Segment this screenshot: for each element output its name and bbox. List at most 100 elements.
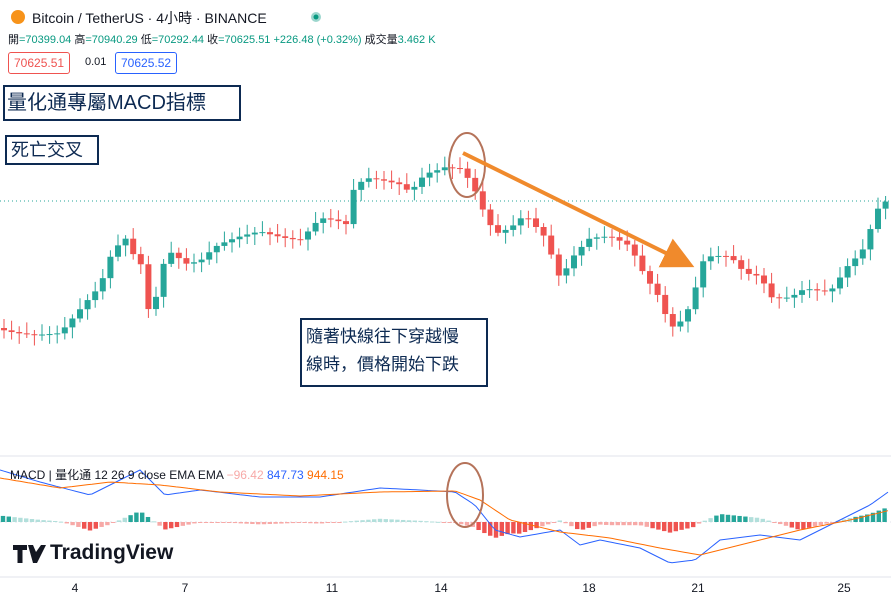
histogram-bar [105,522,110,526]
histogram-bar [575,522,580,530]
note-box: 隨著快線往下穿越慢 線時，價格開始下跌 [300,318,488,387]
candle-body [206,252,213,260]
candle-body [236,236,243,240]
candle-body [46,334,53,336]
candle-body [92,291,99,301]
candle-body [768,283,775,298]
candle-body [282,236,289,238]
ohlc-value: =70940.29 [85,34,138,46]
note-line: 隨著快線往下穿越慢 [306,327,459,346]
histogram-bar [319,522,325,524]
candle-body [122,238,129,246]
candle-body [533,218,539,228]
candle-body [396,182,403,185]
candle-body [867,229,874,250]
histogram-bar [111,522,116,523]
histogram-bar [198,522,203,523]
histogram-bar [35,519,40,522]
candle-body [267,232,273,235]
histogram-bar [679,522,684,530]
histogram-bar [203,522,209,523]
histogram-bar [615,522,620,526]
candle-body [183,258,190,264]
histogram-bar [82,522,87,529]
candle-body [829,288,836,292]
x-tick-label: 4 [72,581,79,595]
candle-body [160,263,167,297]
histogram-bar [778,522,783,525]
histogram-bar [789,522,794,528]
candle-body [685,309,691,322]
candle-body [738,260,745,269]
candle-body [1,328,7,331]
histogram-bar [366,519,371,522]
candle-body [107,256,114,279]
sell-button[interactable]: 70625.51 [8,52,71,74]
histogram-bar [464,522,470,526]
histogram-bar [447,522,452,523]
candle-body [31,334,38,336]
candle-body [783,297,790,299]
histogram-bar [145,516,151,522]
histogram-bar [720,514,725,522]
histogram-bar [731,515,736,522]
histogram-bar [70,522,75,526]
histogram-bar [743,516,748,522]
histogram-bar [41,520,46,522]
histogram-bar [377,518,383,522]
candle-body [517,218,524,226]
candle-body [213,245,220,253]
histogram-bar [430,521,435,523]
candle-body [244,234,251,237]
histogram-bar [696,522,702,524]
histogram-bar [725,514,731,522]
histogram-bar [122,517,127,522]
candle-body [61,327,68,334]
histogram-bar [522,522,528,533]
tv-logo [13,545,46,563]
candle-body [753,273,760,276]
histogram-bar [534,522,539,529]
histogram-bar [418,520,423,522]
histogram-bar [383,519,388,522]
histogram-bar [87,522,93,531]
histogram-bar [93,522,98,529]
histogram-bar [314,522,319,524]
candle-body [259,232,266,234]
histogram-bar [389,519,394,522]
symbol: Bitcoin / TetherUS · 4小時 · BINANCE [32,10,267,26]
candle-body [761,275,767,284]
histogram-bar [232,522,238,524]
histogram-bar [401,519,406,522]
candle-body [776,297,783,299]
candle-body [707,256,714,262]
histogram-bar [47,520,52,522]
candle-body [540,227,547,236]
ohlc-value: =70625.51 [218,34,271,46]
histogram-bar [372,519,377,522]
histogram-bar [24,518,29,522]
indicator-name: MACD [10,468,46,482]
histogram-bar [656,522,661,530]
candle-body [791,294,798,298]
candle-body [305,231,311,240]
buy-button[interactable]: 70625.52 [115,52,178,74]
histogram-bar [801,522,806,530]
histogram-bar [830,522,835,523]
candle-body [631,244,638,256]
histogram-bar [180,522,185,526]
histogram-bar [290,522,296,524]
histogram-bar [586,522,591,528]
candle-body [806,289,813,291]
candle-body [859,249,866,259]
candle-body [548,235,555,255]
candle-body [191,262,197,264]
histogram-bar [865,514,870,522]
histogram-bar [853,516,858,522]
histogram-bar [604,522,609,525]
candle-body [388,180,395,183]
ohlc-row: 開=70399.04 高=70940.29 低=70292.44 收=70625… [8,31,436,47]
status-dot [313,14,319,20]
candle-body [578,246,585,256]
histogram-bar [227,522,232,523]
